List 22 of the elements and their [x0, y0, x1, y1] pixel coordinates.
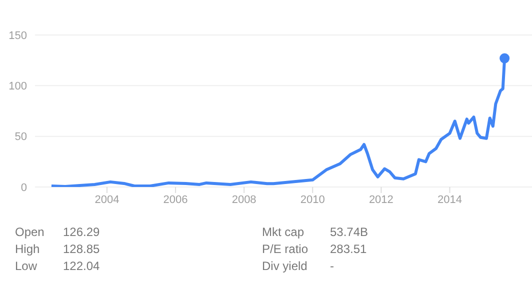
x-tick-label: 2006 [163, 194, 188, 206]
text: Mkt cap [262, 225, 304, 239]
x-tick-label: 2004 [94, 194, 120, 206]
y-tick-label: 150 [8, 30, 27, 42]
x-tick-label: 2014 [437, 194, 462, 206]
x-tick-label: 2012 [368, 194, 394, 206]
text: Open [15, 225, 44, 239]
x-tick-label: 2010 [300, 194, 325, 206]
text: High [15, 242, 40, 256]
text: 128.85 [63, 242, 100, 256]
y-tick-label: 100 [8, 80, 27, 93]
text: - [330, 259, 334, 273]
y-tick-label: 0 [20, 182, 27, 194]
text: Div yield [262, 259, 308, 273]
text: Low [15, 259, 38, 273]
text: 126.29 [63, 225, 100, 239]
y-tick-label: 50 [14, 131, 27, 144]
text: 283.51 [330, 242, 367, 256]
x-tick-label: 2008 [232, 194, 256, 206]
text: P/E ratio [262, 242, 308, 256]
text: 122.04 [63, 259, 100, 273]
text: 53.74B [330, 225, 368, 239]
